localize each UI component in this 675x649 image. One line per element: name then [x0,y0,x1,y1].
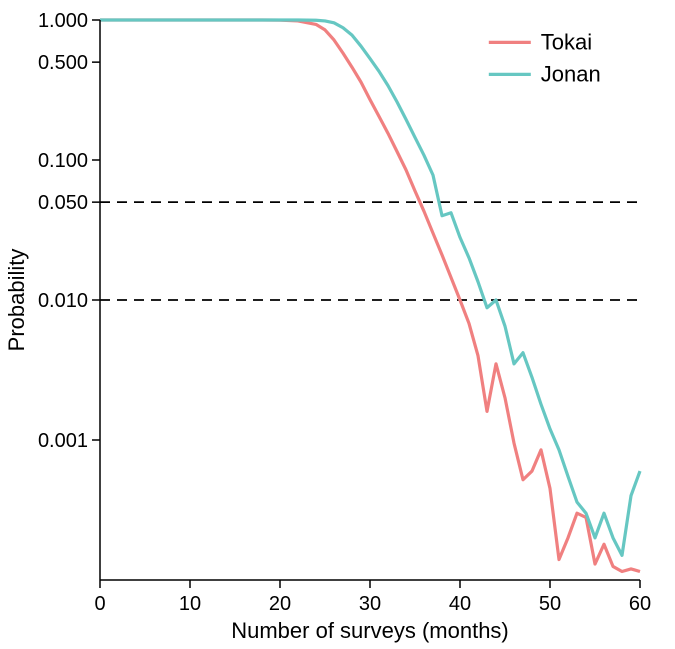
y-axis-label: Probability [4,249,29,352]
chart-svg: 0 10 20 30 40 50 60 0.001 0.010 0.050 0.100 0.500 1.… [0,0,675,649]
legend-label-jonan: Jonan [541,61,601,86]
series-tokai [100,20,640,572]
x-tick-label: 50 [539,593,561,615]
x-tick-label: 20 [269,593,291,615]
x-tick-label: 40 [449,593,471,615]
x-tick-label: 0 [94,593,105,615]
x-tick-label: 60 [629,593,651,615]
y-tick-label: 0.100 [38,150,88,172]
y-tick-label: 0.001 [38,430,88,452]
y-tick-label: 0.010 [38,290,88,312]
y-tick-label: 0.500 [38,52,88,74]
x-tick-label: 10 [179,593,201,615]
legend-label-tokai: Tokai [541,29,592,54]
x-tick-label: 30 [359,593,381,615]
y-tick-label: 1.000 [38,10,88,32]
x-axis-label: Number of surveys (months) [231,618,509,643]
probability-chart: 0 10 20 30 40 50 60 0.001 0.010 0.050 0.100 0.500 1.… [0,0,675,649]
y-tick-label: 0.050 [38,192,88,214]
